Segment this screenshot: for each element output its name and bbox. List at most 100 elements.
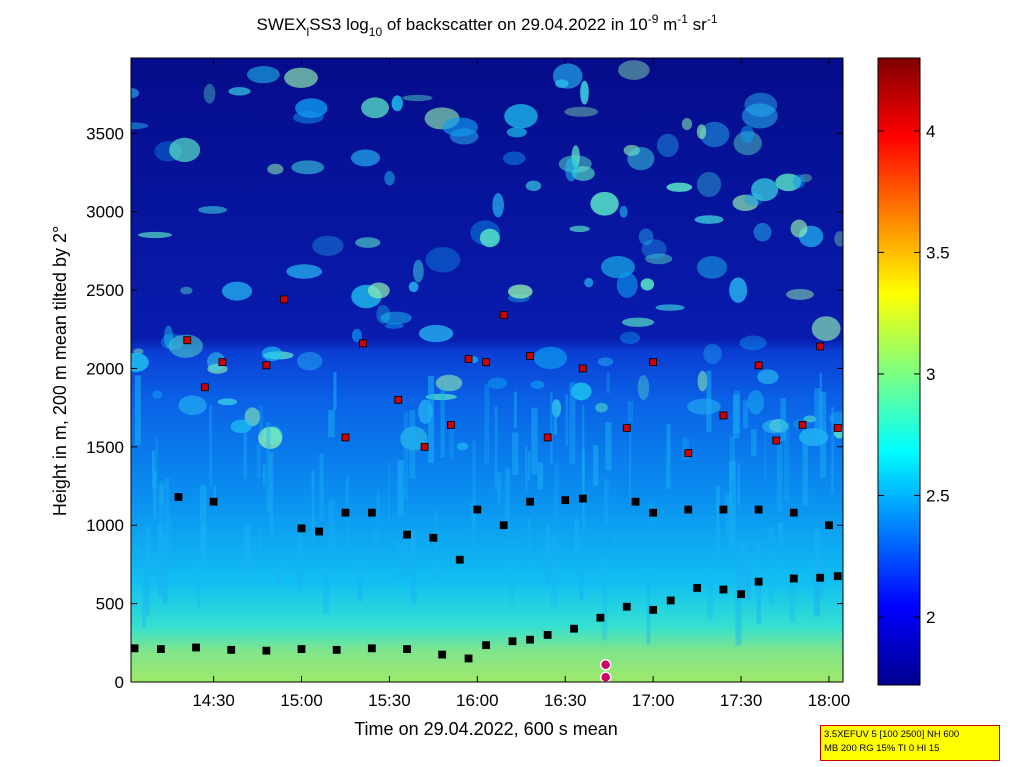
cloud-patch (775, 173, 802, 192)
streak (735, 564, 742, 646)
cloud-patch (753, 222, 772, 242)
streak (737, 462, 740, 507)
cloud-patch (580, 80, 589, 105)
streak (525, 445, 528, 492)
cloud-patch (597, 357, 614, 367)
layer-marker (596, 613, 605, 622)
layer-marker (570, 624, 578, 633)
layer-marker (719, 505, 728, 514)
layer-marker (561, 496, 570, 505)
cloud-patch (312, 235, 344, 256)
layer-marker (367, 644, 376, 653)
layer-marker (543, 631, 552, 639)
streak (740, 541, 748, 591)
streak (243, 421, 248, 479)
cloud-patch (747, 390, 765, 415)
layer-marker (649, 508, 658, 517)
cloud-patch (221, 281, 253, 301)
streak (574, 520, 580, 565)
layer-marker (526, 635, 534, 644)
layer-marker (833, 424, 842, 432)
layer-marker (359, 339, 367, 348)
cloud-patch (131, 88, 140, 99)
streak (387, 462, 390, 523)
cloud-patch (217, 398, 238, 406)
streak (725, 493, 732, 540)
streak (244, 525, 251, 574)
streak (546, 523, 551, 586)
cloud-patch (595, 402, 608, 413)
layer-marker (543, 433, 552, 442)
streak (199, 485, 207, 552)
cloud-patch (786, 288, 814, 300)
streak (512, 432, 519, 476)
layer-marker (508, 637, 517, 646)
streak (164, 477, 170, 566)
cloud-patch (230, 419, 252, 434)
cloud-patch (757, 369, 779, 385)
streak (509, 540, 515, 605)
cloud-patch (164, 325, 173, 349)
x-tick-label: 15:30 (368, 691, 411, 710)
y-tick-label: 0 (115, 673, 124, 692)
layer-marker (183, 336, 192, 345)
streak (155, 436, 158, 489)
x-axis-label: Time on 29.04.2022, 600 s mean (354, 719, 618, 739)
cloud-patch (645, 253, 673, 265)
streak (403, 529, 407, 580)
streak (333, 372, 337, 411)
layer-marker (429, 533, 438, 542)
streak (258, 405, 263, 438)
layer-marker (816, 342, 825, 351)
streak (319, 453, 324, 521)
layer-marker (578, 364, 587, 373)
layer-marker (499, 521, 508, 530)
layer-marker (684, 505, 693, 514)
streak (328, 409, 335, 438)
cloud-patch (207, 352, 226, 372)
cloud-patch (261, 346, 283, 362)
streak (311, 471, 315, 544)
layer-marker (684, 449, 693, 457)
colorbar-axis: 2 2.5 3 3.5 4 (878, 122, 950, 627)
streak (449, 420, 455, 460)
streak (778, 522, 784, 545)
cloud-patch (351, 328, 363, 343)
streak (409, 410, 416, 479)
streak (410, 530, 417, 604)
streak (262, 464, 266, 486)
streak (729, 436, 736, 480)
streak (396, 543, 404, 579)
info-line-1: 3.5XEFUV 5 [100 2500] NH 600 (824, 729, 960, 740)
cloud-patch (564, 106, 599, 117)
streak (505, 467, 511, 533)
cloud-patch (570, 382, 592, 401)
info-line-2: MB 200 RG 15% TI 0 HI 15 (824, 743, 940, 754)
streak (569, 382, 576, 464)
cloud-patch (198, 206, 228, 214)
cloud-patch (696, 256, 728, 279)
cloud-patch (811, 316, 841, 341)
streak (750, 429, 757, 457)
x-tick-label: 16:30 (544, 691, 587, 710)
streak (158, 481, 165, 545)
streak (514, 391, 517, 428)
streak (802, 428, 809, 506)
layer-marker (816, 573, 825, 582)
streak (776, 443, 783, 511)
cloud-patch (696, 124, 707, 140)
streak (581, 405, 585, 488)
streak (403, 411, 409, 501)
cloud-patch (569, 225, 590, 233)
streak (256, 444, 261, 479)
streak (604, 479, 609, 524)
streak (428, 375, 435, 463)
layer-marker (131, 644, 139, 653)
layer-marker (156, 645, 165, 653)
layer-marker (438, 650, 447, 659)
streak (582, 448, 585, 534)
streak (666, 424, 671, 489)
cloud-patch (291, 160, 325, 175)
streak (716, 486, 720, 561)
layer-marker (341, 433, 350, 442)
